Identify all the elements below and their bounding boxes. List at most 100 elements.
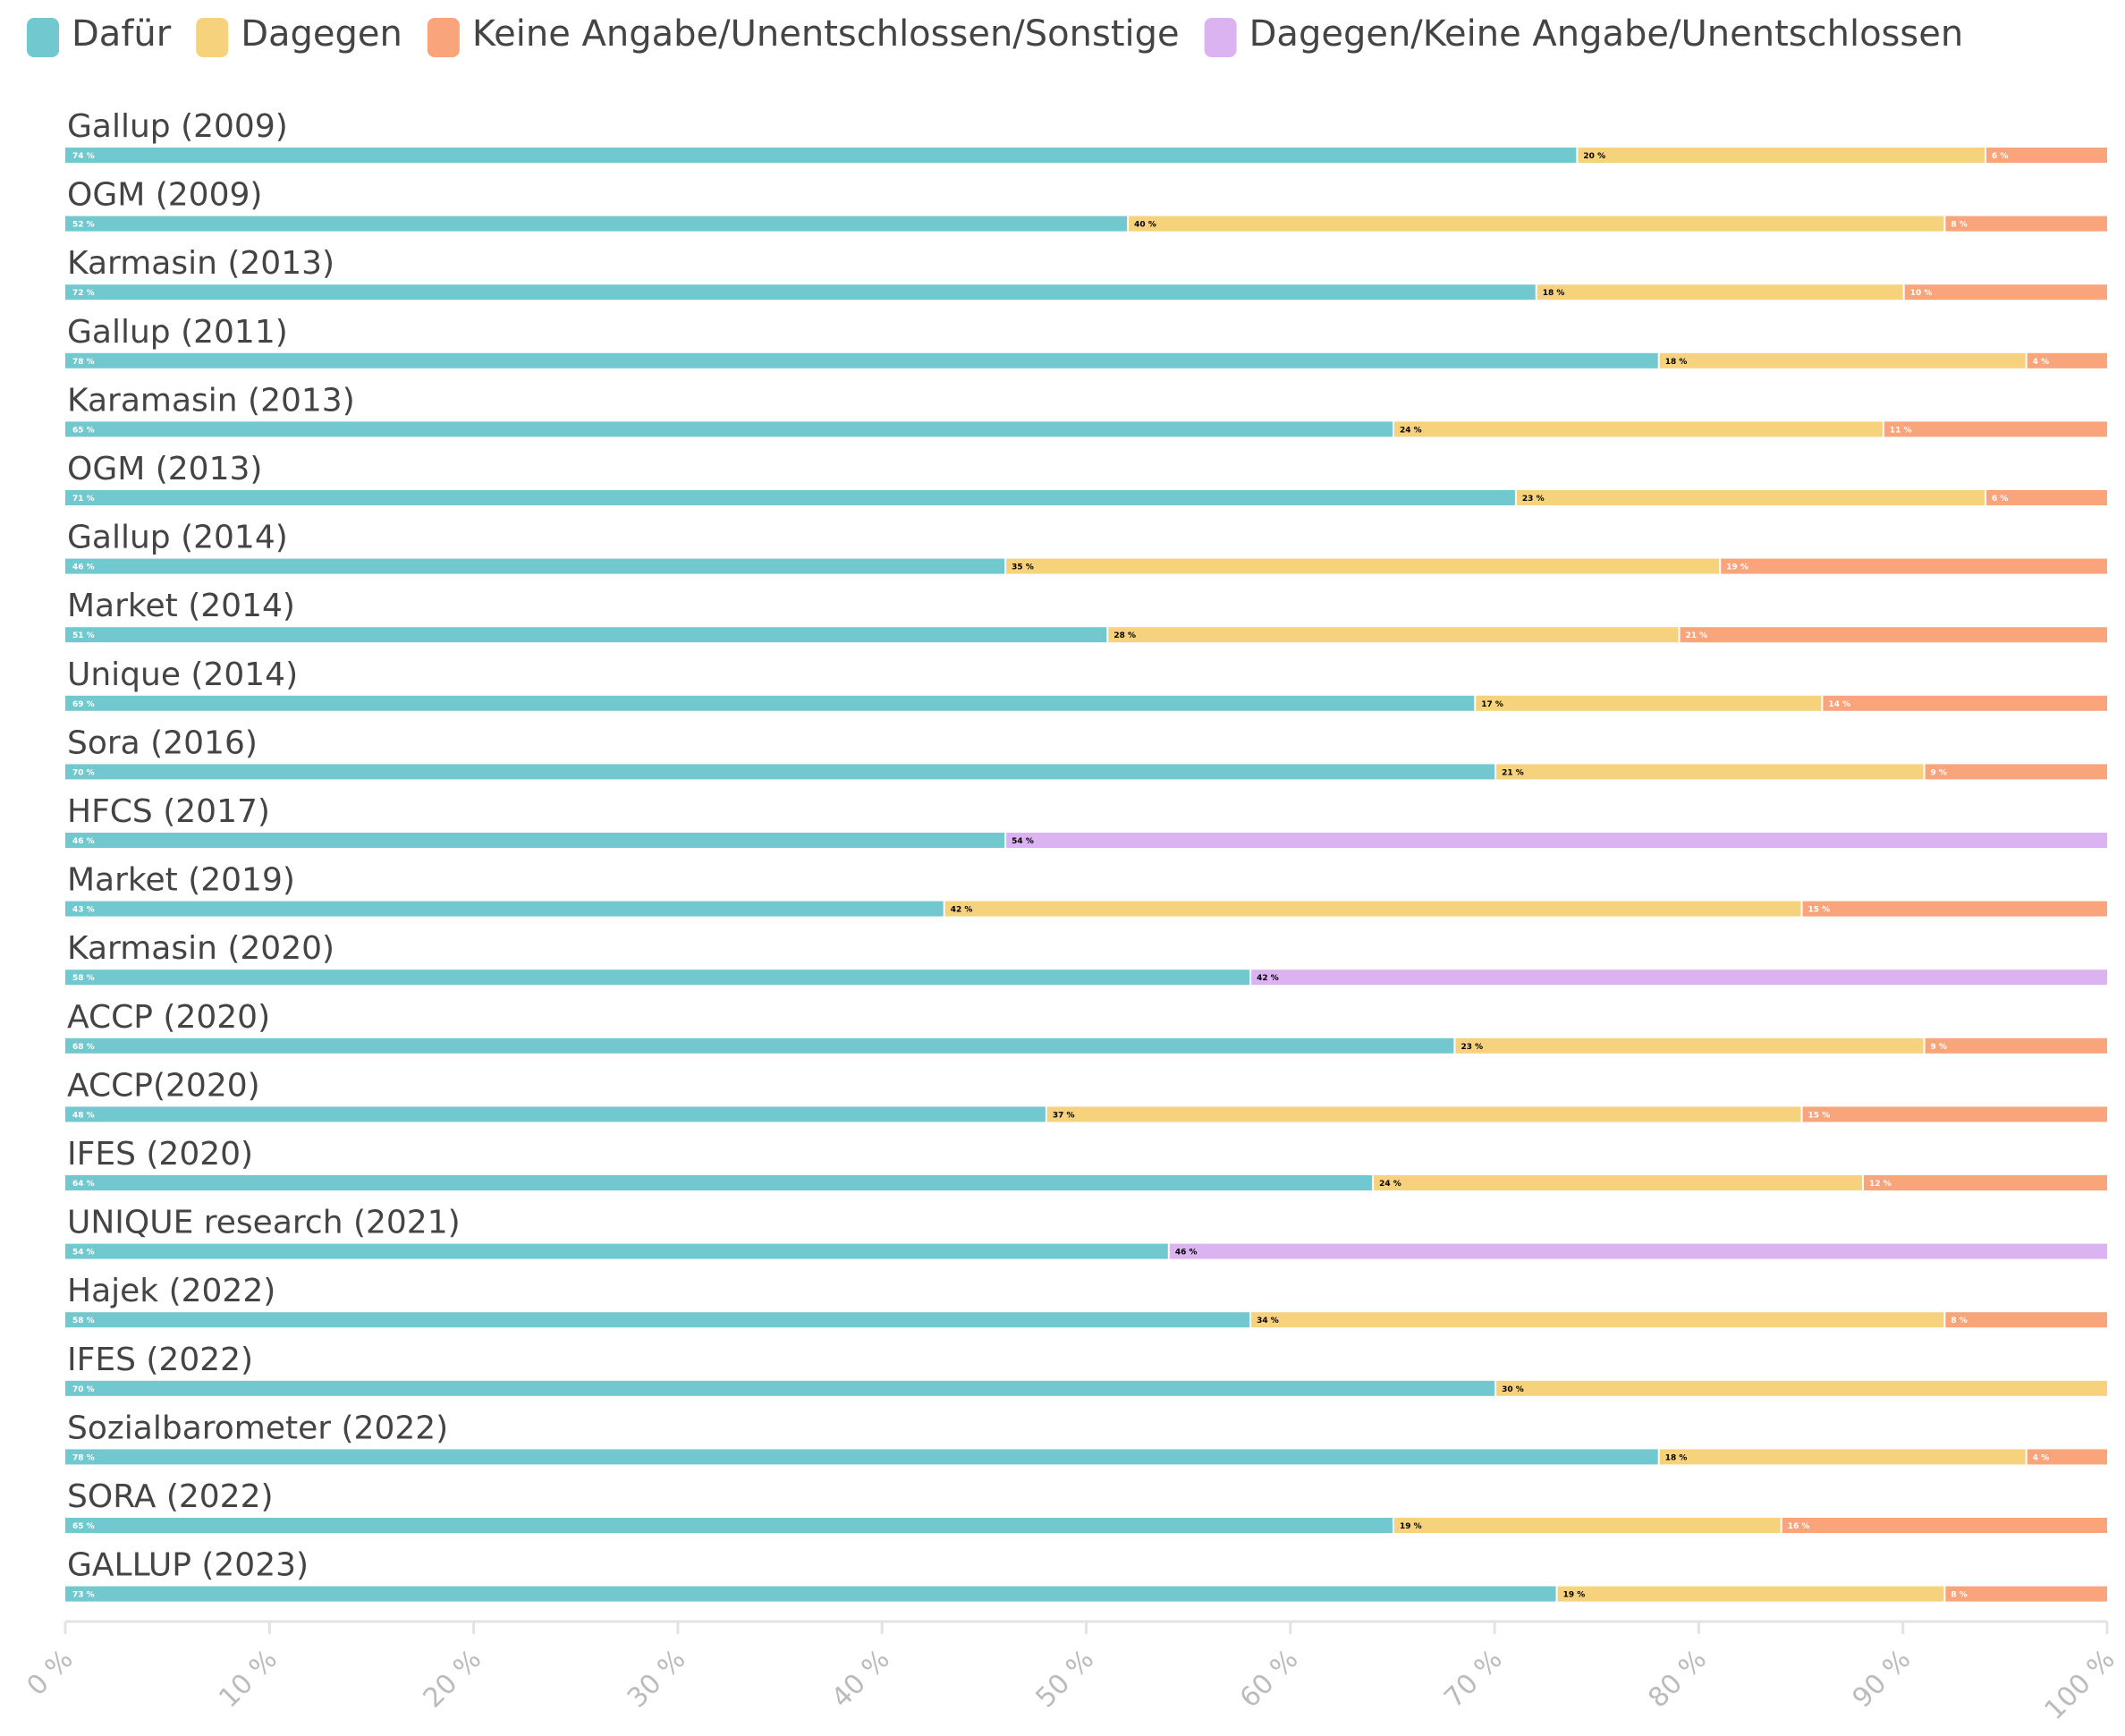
bar-segment <box>1659 352 2026 368</box>
value-label: 6 % <box>1992 152 2008 161</box>
value-label: 11 % <box>1890 426 1912 435</box>
value-label: 34 % <box>1257 1317 1279 1325</box>
bar-segment <box>1945 1586 2107 1602</box>
value-label: 16 % <box>1788 1522 1810 1531</box>
category-label: Sozialbarometer (2022) <box>67 1410 448 1446</box>
value-label: 14 % <box>1828 700 1850 709</box>
bar-segment <box>65 627 1107 643</box>
value-label: 15 % <box>1808 906 1831 915</box>
category-label: Market (2019) <box>67 862 295 899</box>
value-label: 68 % <box>72 1043 95 1052</box>
bar-segment <box>1680 627 2107 643</box>
bar-segment <box>1476 695 1822 711</box>
bar-segment <box>65 1518 1393 1533</box>
value-label: 70 % <box>72 1385 95 1394</box>
value-label: 20 % <box>1583 152 1605 161</box>
category-label: OGM (2013) <box>67 451 262 487</box>
bar-segment <box>1374 1175 1863 1190</box>
legend-label: Dafür <box>72 13 172 55</box>
category-label: Gallup (2011) <box>67 314 288 351</box>
value-label: 18 % <box>1665 358 1688 367</box>
x-tick-label: 30 % <box>622 1644 692 1715</box>
value-label: 69 % <box>72 700 95 709</box>
bar-segment <box>65 216 1128 232</box>
x-tick-label: 100 % <box>2039 1644 2121 1726</box>
x-tick-label: 20 % <box>418 1644 488 1715</box>
bar-segment <box>1006 558 1720 574</box>
bar-segment <box>1945 216 2107 232</box>
value-label: 18 % <box>1543 289 1565 298</box>
value-label: 64 % <box>72 1180 95 1189</box>
bar-segment <box>65 695 1475 711</box>
bar-segment <box>1006 833 2107 848</box>
value-label: 40 % <box>1134 221 1156 230</box>
value-label: 54 % <box>72 1249 95 1258</box>
legend-label: Keine Angabe/Unentschlossen/Sonstige <box>472 13 1180 55</box>
legend-swatch <box>1204 18 1237 57</box>
x-tick-label: 80 % <box>1642 1644 1713 1715</box>
bar-segment <box>65 284 1536 301</box>
value-label: 18 % <box>1665 1453 1688 1462</box>
bar-segment <box>1251 970 2107 986</box>
bar-segment <box>944 901 1801 917</box>
bar-segment <box>65 1312 1250 1328</box>
value-label: 6 % <box>1992 495 2008 504</box>
legend-swatch <box>27 18 59 57</box>
bar-segment <box>1516 490 1985 505</box>
value-label: 70 % <box>72 768 95 777</box>
category-label: OGM (2009) <box>67 177 262 214</box>
bar-segment <box>65 1037 1454 1054</box>
bar-segment <box>1864 1175 2107 1190</box>
value-label: 21 % <box>1502 768 1524 777</box>
value-label: 4 % <box>2033 358 2049 367</box>
bar-segment <box>1925 1037 2107 1054</box>
x-tick-label: 0 % <box>21 1644 80 1702</box>
bar-segment <box>65 421 1393 437</box>
bar-segment <box>1904 284 2107 301</box>
value-label: 51 % <box>72 631 95 640</box>
value-label: 30 % <box>1502 1385 1524 1394</box>
x-tick-label: 40 % <box>825 1644 896 1715</box>
category-label: Karmasin (2013) <box>67 245 334 282</box>
x-tick-label: 10 % <box>213 1644 284 1715</box>
bar-segment <box>1659 1449 2026 1465</box>
bar-segment <box>65 1449 1658 1465</box>
bar-segment <box>1782 1518 2107 1533</box>
x-tick-label: 60 % <box>1234 1644 1305 1715</box>
value-label: 42 % <box>1257 974 1279 983</box>
bar-segment <box>65 490 1515 505</box>
value-label: 19 % <box>1726 563 1748 572</box>
value-label: 23 % <box>1460 1043 1483 1052</box>
bar-segment <box>65 1380 1495 1396</box>
bar-segment <box>1557 1586 1944 1602</box>
bar-segment <box>1884 421 2107 437</box>
category-label: Gallup (2009) <box>67 108 288 145</box>
value-label: 48 % <box>72 1111 95 1120</box>
value-label: 4 % <box>2033 1453 2049 1462</box>
bar-segment <box>65 833 1005 848</box>
bar-segment <box>65 1106 1046 1122</box>
category-label: ACCP (2020) <box>67 999 270 1036</box>
category-label: UNIQUE research (2021) <box>67 1205 461 1241</box>
bar-segment <box>1578 148 1985 163</box>
category-label: HFCS (2017) <box>67 793 270 830</box>
value-label: 54 % <box>1012 837 1034 846</box>
bar-segment <box>65 764 1495 780</box>
category-label: GALLUP (2023) <box>67 1547 309 1584</box>
value-label: 58 % <box>72 1317 95 1325</box>
bar-segment <box>1129 216 1944 232</box>
bar-segment <box>1802 1106 2107 1122</box>
bar-segment <box>1496 764 1924 780</box>
category-label: Karamasin (2013) <box>67 382 355 419</box>
bar-segment <box>1169 1243 2107 1259</box>
value-label: 42 % <box>951 906 973 915</box>
bar-segment <box>1537 284 1903 301</box>
category-label: Sora (2016) <box>67 724 258 761</box>
bar-segment <box>1945 1312 2107 1328</box>
legend-label: Dagegen <box>241 13 402 55</box>
bar-segment <box>65 970 1250 986</box>
value-label: 37 % <box>1053 1111 1075 1120</box>
bar-segment <box>65 352 1658 368</box>
bar-segment <box>1046 1106 1801 1122</box>
